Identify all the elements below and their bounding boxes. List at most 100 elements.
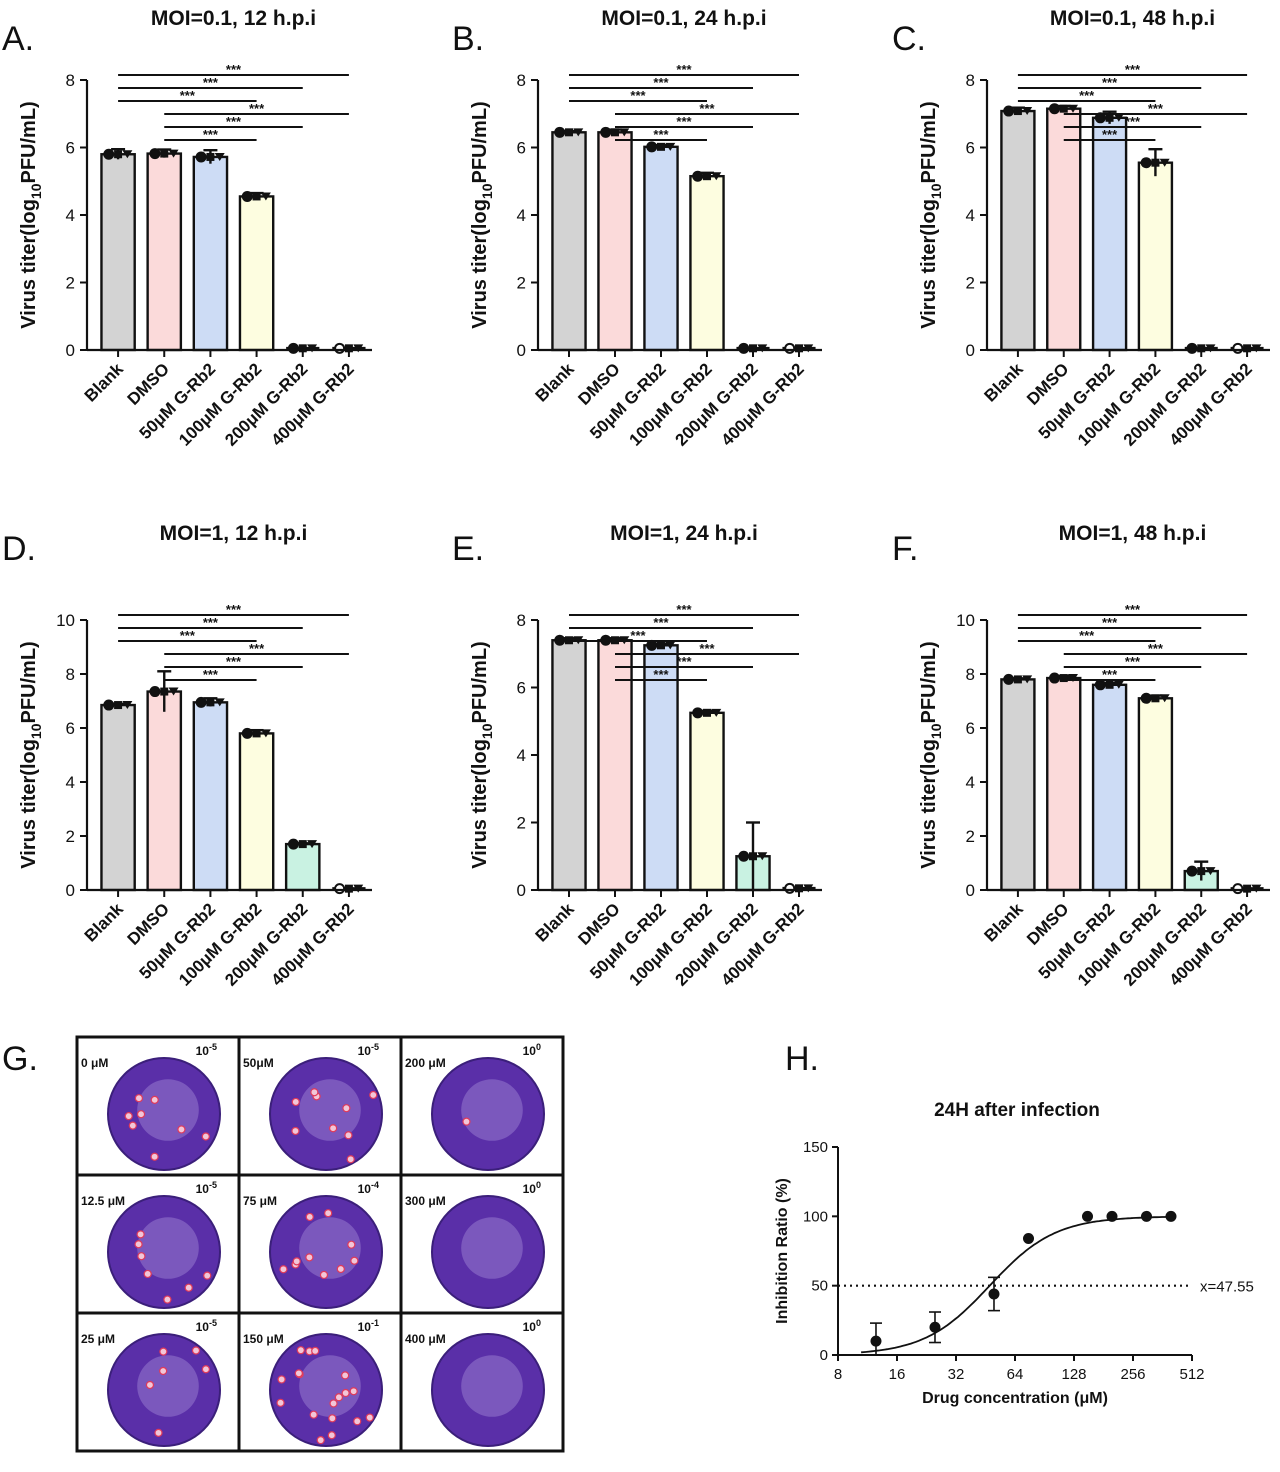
bar bbox=[1137, 161, 1174, 352]
data-point bbox=[646, 639, 658, 651]
plaque-spot bbox=[277, 1375, 286, 1384]
data-point bbox=[749, 344, 757, 353]
significance-stars: *** bbox=[630, 88, 646, 103]
plaque-spot bbox=[203, 1271, 212, 1280]
data-point bbox=[1165, 1210, 1177, 1222]
y-label-end: PFU/mL) bbox=[918, 101, 940, 183]
data-point bbox=[1232, 883, 1244, 895]
significance-stars: *** bbox=[676, 602, 692, 617]
significance-stars: *** bbox=[676, 62, 692, 77]
data-point bbox=[252, 729, 261, 738]
data-point bbox=[1105, 680, 1114, 689]
significance-stars: *** bbox=[1102, 667, 1118, 682]
concentration-label: 50μM bbox=[243, 1056, 274, 1070]
plaque-spot bbox=[150, 1152, 159, 1161]
data-point bbox=[665, 641, 676, 650]
plaque-spot bbox=[201, 1365, 211, 1374]
bar-chart-a: A. MOI=0.1, 12 h.p.i 0 2 4 6 8 Virus titer(log1… bbox=[2, 7, 372, 450]
dilution-exponent: -5 bbox=[209, 1042, 217, 1052]
plaque-spot bbox=[327, 1431, 336, 1440]
panel-letter: B. bbox=[452, 20, 484, 58]
data-point bbox=[1205, 867, 1216, 876]
x-axis-label: Drug concentration (μM) bbox=[922, 1390, 1108, 1407]
significance-stars: *** bbox=[699, 641, 715, 656]
plaque-spot bbox=[336, 1264, 345, 1274]
data-point bbox=[160, 687, 169, 696]
chart-title: 24H after infection bbox=[934, 1100, 1100, 1121]
y-axis-label: Virus titer(log10PFU/mL) bbox=[18, 101, 44, 328]
plaque-well: 50μM 10-5 bbox=[243, 1042, 383, 1171]
dilution-exponent: 0 bbox=[536, 1180, 541, 1190]
data-point bbox=[1067, 674, 1078, 683]
data-point bbox=[1197, 867, 1206, 876]
y-label-end: PFU/mL) bbox=[918, 641, 940, 723]
plaque-spot bbox=[163, 1295, 172, 1304]
data-point bbox=[757, 852, 768, 861]
data-point bbox=[1243, 344, 1252, 353]
panel-letter: E. bbox=[452, 530, 484, 568]
y-tick-label: 6 bbox=[966, 139, 975, 158]
plaque-spot bbox=[346, 1155, 355, 1164]
data-point bbox=[241, 190, 253, 202]
panel-letter: C. bbox=[892, 20, 926, 58]
data-point bbox=[287, 342, 299, 354]
significance-stars: *** bbox=[226, 654, 242, 669]
concentration-label: 150 μM bbox=[243, 1332, 284, 1346]
bar bbox=[1046, 107, 1082, 352]
chart-title: MOI=1, 12 h.p.i bbox=[160, 522, 308, 545]
plaque-spot bbox=[369, 1090, 378, 1100]
plaque-spot bbox=[137, 1252, 146, 1261]
fit-curve bbox=[861, 1215, 1176, 1354]
data-point bbox=[784, 882, 796, 894]
x-tick-label: 400μM G-Rb2 bbox=[267, 359, 357, 449]
data-point bbox=[784, 342, 796, 354]
data-point bbox=[195, 151, 207, 163]
data-point bbox=[114, 150, 123, 159]
y-tick-label: 4 bbox=[966, 206, 975, 225]
well-haze bbox=[461, 1217, 523, 1279]
significance-stars: *** bbox=[1125, 114, 1141, 129]
well-dish bbox=[107, 1057, 221, 1171]
plaque-well: 12.5 μM 10-5 bbox=[81, 1180, 221, 1309]
significance-stars: *** bbox=[1102, 127, 1118, 142]
data-point bbox=[298, 344, 307, 353]
well-haze bbox=[137, 1355, 199, 1417]
y-axis-label: Virus titer(log10PFU/mL) bbox=[918, 101, 944, 328]
bar bbox=[238, 195, 275, 352]
x-tick-label: 64 bbox=[1007, 1366, 1024, 1383]
dilution-label: 100 bbox=[523, 1042, 541, 1058]
significance-stars: *** bbox=[699, 101, 715, 116]
bar bbox=[192, 155, 229, 352]
plaque-well: 400 μM 100 bbox=[405, 1318, 545, 1447]
plaque-spot bbox=[177, 1125, 186, 1134]
significance-stars: *** bbox=[226, 114, 242, 129]
plaque-spot bbox=[305, 1212, 314, 1222]
y-tick-label: 6 bbox=[517, 139, 526, 158]
data-point bbox=[1003, 673, 1015, 685]
x-tick-label: Blank bbox=[81, 899, 128, 946]
significance-stars: *** bbox=[203, 667, 219, 682]
data-point bbox=[1059, 104, 1068, 113]
bar bbox=[238, 732, 275, 892]
dilution-base: 10 bbox=[358, 1044, 372, 1058]
dilution-label: 10-4 bbox=[358, 1180, 379, 1196]
y-tick-label: 4 bbox=[66, 773, 75, 792]
x-tick-label: 16 bbox=[889, 1366, 906, 1383]
plaque-spot bbox=[296, 1346, 305, 1355]
data-point bbox=[114, 701, 123, 710]
data-point bbox=[214, 152, 225, 161]
x-tick-label: 8 bbox=[834, 1366, 842, 1383]
y-tick-label: 6 bbox=[966, 719, 975, 738]
data-point bbox=[241, 727, 253, 739]
plaque-spot bbox=[294, 1369, 303, 1378]
significance-stars: *** bbox=[1102, 75, 1118, 90]
data-point bbox=[252, 192, 261, 201]
well-haze bbox=[299, 1355, 361, 1417]
y-label-sub: 10 bbox=[479, 183, 495, 199]
data-point bbox=[611, 128, 619, 137]
well-dish bbox=[107, 1195, 221, 1309]
data-point bbox=[703, 708, 711, 717]
plaque-spot bbox=[316, 1436, 325, 1445]
dilution-label: 100 bbox=[523, 1180, 541, 1196]
